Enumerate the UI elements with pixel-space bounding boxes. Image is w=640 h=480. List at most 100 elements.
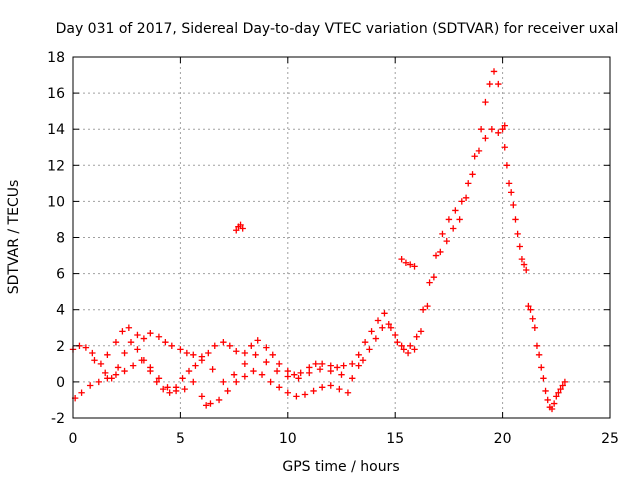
data-point [340, 362, 347, 369]
data-point [475, 147, 483, 155]
data-point [379, 324, 386, 331]
data-point [95, 378, 102, 386]
data-point [411, 346, 418, 353]
data-point [535, 351, 543, 359]
data-point [181, 385, 188, 393]
data-point [241, 349, 249, 357]
data-point [514, 230, 521, 238]
data-point [211, 342, 218, 349]
data-point [297, 369, 304, 377]
data-point [209, 366, 216, 373]
data-point [190, 378, 197, 386]
data-point [215, 396, 223, 404]
data-point [327, 367, 334, 375]
data-point [338, 371, 345, 378]
y-tick-label: 6 [56, 267, 65, 283]
data-point [168, 342, 176, 349]
data-point [284, 389, 291, 396]
x-tick-label: 25 [601, 431, 619, 447]
data-point [555, 389, 562, 396]
data-point [465, 180, 472, 187]
data-point [230, 371, 238, 378]
data-point [404, 349, 412, 357]
data-point [392, 331, 399, 339]
data-point [140, 335, 148, 342]
data-point [190, 351, 197, 359]
data-point [437, 248, 444, 256]
data-point [538, 364, 545, 371]
y-tick-label: 16 [47, 86, 65, 102]
data-point [372, 335, 380, 342]
data-point [419, 306, 427, 313]
data-point [417, 328, 425, 335]
data-point [432, 252, 440, 259]
data-point [140, 357, 148, 364]
data-point [439, 230, 446, 238]
data-point [82, 344, 90, 351]
data-point [486, 80, 493, 88]
data-point [482, 135, 489, 142]
data-point [400, 346, 407, 353]
data-point [263, 344, 270, 351]
data-point [147, 329, 154, 337]
series-track-c [102, 338, 362, 396]
data-point [318, 360, 326, 368]
data-point [248, 342, 255, 349]
data-point [529, 315, 536, 322]
data-point [127, 338, 135, 346]
data-point [125, 324, 133, 331]
data-point [490, 68, 498, 75]
data-point [241, 360, 249, 368]
data-point [112, 338, 120, 346]
data-point [516, 243, 523, 250]
data-point [207, 400, 214, 407]
data-point [488, 126, 496, 133]
data-point [301, 391, 309, 398]
data-point [374, 317, 382, 324]
data-point [533, 342, 541, 349]
data-point [458, 198, 465, 205]
chart-title: Day 031 of 2017, Sidereal Day-to-day VTE… [56, 21, 619, 37]
data-point [531, 324, 539, 331]
data-point [518, 255, 526, 263]
data-point [129, 362, 137, 369]
data-point [359, 357, 367, 364]
y-tick-label: 2 [56, 339, 65, 355]
data-point [402, 259, 410, 266]
data-point [495, 129, 502, 137]
data-point [482, 98, 489, 106]
y-tick-label: 4 [56, 303, 65, 319]
data-point [166, 389, 173, 396]
data-point [273, 367, 281, 375]
series-afternoon-rise-2 [359, 122, 508, 364]
data-point [557, 385, 564, 393]
data-point [398, 342, 405, 349]
data-point [224, 387, 231, 395]
data-point [462, 194, 470, 201]
data-point [336, 385, 343, 393]
data-point [172, 384, 180, 391]
data-point [366, 346, 373, 353]
data-point [361, 338, 369, 346]
data-point [327, 362, 334, 369]
data-point [198, 393, 206, 400]
data-point [102, 369, 109, 377]
y-tick-label: 8 [56, 231, 65, 247]
data-point [202, 402, 210, 409]
grid-layer [73, 57, 610, 418]
data-point [407, 342, 414, 349]
x-tick-label: 10 [279, 431, 297, 447]
data-point [239, 225, 246, 232]
data-point [250, 367, 257, 375]
data-point [426, 279, 433, 286]
data-point [254, 337, 261, 344]
data-point [510, 201, 517, 209]
data-point [544, 396, 551, 404]
data-point [267, 378, 274, 386]
data-point [527, 306, 534, 313]
data-point [512, 216, 519, 223]
data-point [112, 371, 120, 378]
data-point [334, 364, 341, 371]
data-point [449, 225, 457, 232]
